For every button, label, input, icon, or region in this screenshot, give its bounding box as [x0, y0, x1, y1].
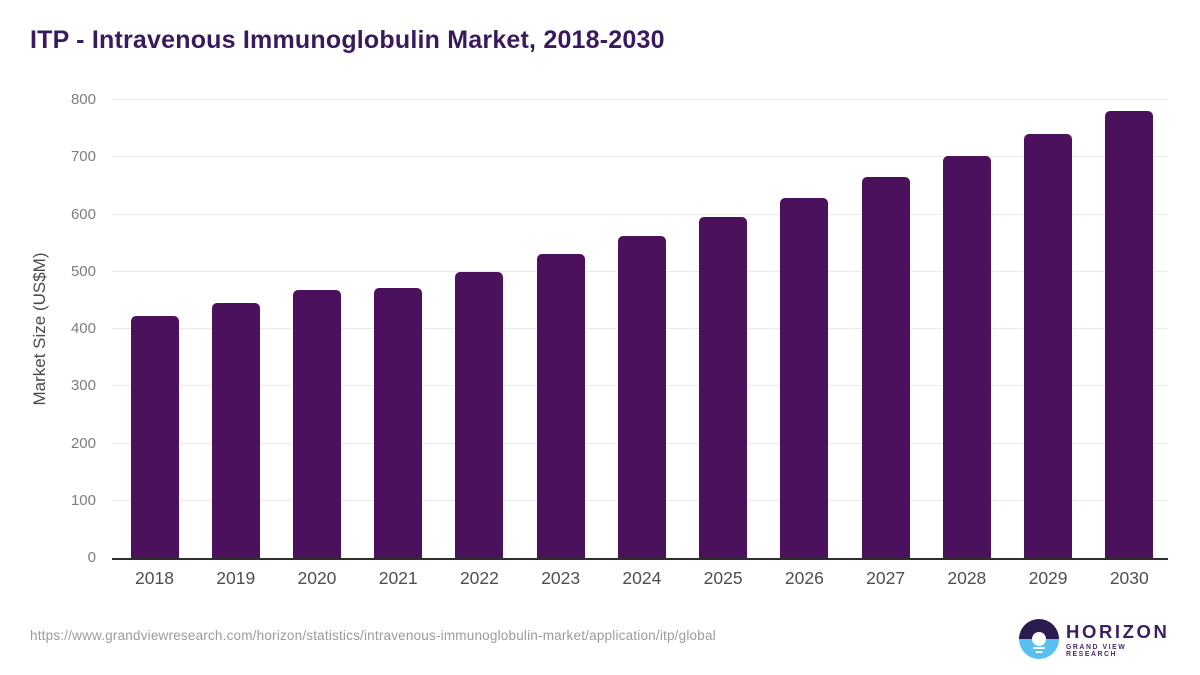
bar-2021 — [374, 287, 423, 558]
x-axis-tick-label-2018: 2018 — [135, 568, 174, 588]
gridline-800 — [112, 99, 1168, 100]
chart-title: ITP - Intravenous Immunoglobulin Market,… — [30, 26, 665, 54]
plot-area — [112, 99, 1168, 560]
y-axis-tick-label-100: 100 — [70, 491, 96, 509]
bar-2026 — [780, 197, 829, 558]
bar-2022 — [455, 271, 504, 558]
x-axis-tick-label-2019: 2019 — [216, 568, 256, 588]
bar-2028 — [942, 156, 991, 558]
bar-2019 — [211, 302, 260, 558]
y-axis-tick-label-0: 0 — [87, 549, 96, 566]
x-axis-tick-label-2029: 2029 — [1028, 568, 1068, 588]
x-axis-tick-label-2026: 2026 — [784, 568, 824, 588]
y-axis-tick-label-800: 800 — [70, 91, 96, 108]
x-axis-tick-label-2028: 2028 — [947, 568, 987, 588]
x-axis-tick-label-2022: 2022 — [459, 568, 499, 588]
water-ripple-icon — [1033, 647, 1045, 649]
logo-sub-brand-name: GRAND VIEW RESEARCH — [1066, 644, 1127, 658]
bar-2024 — [617, 236, 666, 558]
logo-brand-name: HORIZON — [1066, 621, 1170, 642]
x-axis-tick-label-2023: 2023 — [541, 568, 581, 588]
bar-2029 — [1024, 134, 1073, 558]
y-axis-tick-label-700: 700 — [70, 148, 96, 166]
bar-2030 — [1105, 110, 1154, 558]
bar-2020 — [292, 290, 341, 558]
y-axis-tick-label-300: 300 — [70, 377, 96, 395]
bar-2023 — [536, 254, 585, 558]
sun-icon — [1032, 631, 1046, 646]
x-axis-tick-label-2030: 2030 — [1109, 568, 1149, 588]
y-axis-tick-label-600: 600 — [70, 205, 96, 223]
y-axis-tick-label-500: 500 — [70, 262, 96, 280]
grand-view-research-logo: HORIZON GRAND VIEW RESEARCH — [1019, 619, 1179, 661]
gridline-700 — [112, 156, 1168, 158]
bar-2027 — [861, 177, 910, 558]
bar-2025 — [699, 217, 748, 558]
x-axis-tick-label-2021: 2021 — [378, 568, 418, 588]
y-axis-tick-label-200: 200 — [70, 434, 96, 452]
x-axis-tick-label-2020: 2020 — [297, 568, 337, 588]
x-axis-tick-label-2025: 2025 — [703, 568, 743, 588]
horizon-sun-logo-icon — [1019, 619, 1059, 659]
source-url: https://www.grandviewresearch.com/horizo… — [30, 628, 716, 643]
logo-text: HORIZON GRAND VIEW RESEARCH — [1066, 621, 1179, 659]
bar-2018 — [130, 316, 179, 558]
water-ripple-icon — [1035, 650, 1043, 653]
x-axis-tick-label-2027: 2027 — [866, 568, 906, 588]
x-axis-tick-label-2024: 2024 — [622, 568, 662, 588]
y-axis-tick-label-400: 400 — [70, 320, 96, 337]
gridline-600 — [112, 213, 1168, 215]
